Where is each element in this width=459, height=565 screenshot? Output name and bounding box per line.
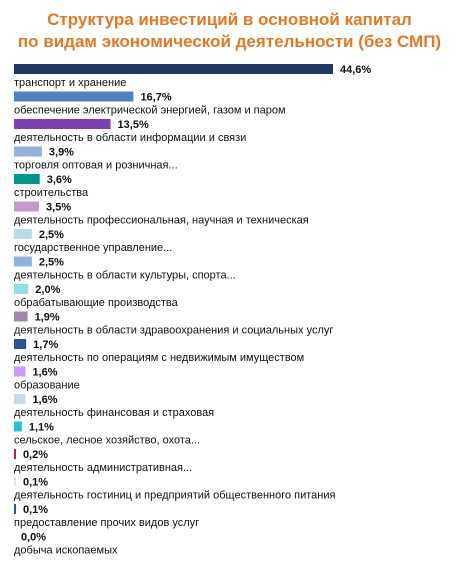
bar-5 xyxy=(14,201,40,212)
category-label-17: добыча ископаемых xyxy=(14,545,118,557)
value-label-6: 2,5% xyxy=(39,229,64,241)
value-label-12: 1,6% xyxy=(32,394,57,406)
chart-title-line-2: по видам экономической деятельности (без… xyxy=(17,32,442,51)
category-label-8: обрабатывающие производства xyxy=(14,297,179,309)
bar-15 xyxy=(14,476,16,487)
value-label-1: 16,7% xyxy=(140,92,171,104)
value-label-9: 1,9% xyxy=(35,312,60,324)
bar-10 xyxy=(14,339,27,349)
value-label-5: 3,5% xyxy=(46,202,71,214)
value-label-2: 13,5% xyxy=(118,119,149,131)
category-label-12: деятельность финансовая и страховая xyxy=(14,407,214,419)
category-label-6: государственное управление... xyxy=(14,242,172,254)
value-label-14: 0,2% xyxy=(23,449,48,461)
bar-14 xyxy=(14,449,16,459)
category-label-10: деятельность по операциям с недвижимым и… xyxy=(14,352,304,364)
value-label-10: 1,7% xyxy=(33,339,58,351)
category-label-3: торговля оптовая и розничная... xyxy=(14,160,178,172)
category-label-7: деятельность в области культуры, спорта.… xyxy=(14,270,236,282)
bar-0 xyxy=(14,64,333,74)
category-label-14: деятельность административная... xyxy=(14,462,192,474)
bar-3 xyxy=(14,146,42,157)
bar-9 xyxy=(14,311,28,322)
value-label-13: 1,1% xyxy=(29,422,54,434)
category-label-13: сельское, лесное хозяйство, охота... xyxy=(14,435,200,447)
category-label-1: обеспечение электрической энергией, газо… xyxy=(14,105,286,117)
category-label-0: транспорт и хранение xyxy=(14,77,126,89)
value-label-7: 2,5% xyxy=(39,257,64,269)
chart-title-line-1: Структура инвестиций в основной капитал xyxy=(47,10,412,29)
bar-8 xyxy=(14,284,29,294)
bar-6 xyxy=(14,229,32,239)
category-label-15: деятельность гостиниц и предприятий обще… xyxy=(14,490,336,502)
value-label-15: 0,1% xyxy=(23,477,48,489)
bar-12 xyxy=(14,394,26,404)
value-label-8: 2,0% xyxy=(35,284,60,296)
bar-13 xyxy=(14,421,22,432)
category-label-9: деятельность в области здравоохранения и… xyxy=(14,325,333,337)
category-label-2: деятельность в области информации и связ… xyxy=(14,132,246,144)
bar-1 xyxy=(14,91,134,102)
category-label-5: деятельность профессиональная, научная и… xyxy=(14,215,309,227)
bar-2 xyxy=(14,119,111,129)
value-label-16: 0,1% xyxy=(23,504,48,516)
bar-11 xyxy=(14,366,26,377)
bar-4 xyxy=(14,174,40,184)
bar-7 xyxy=(14,256,32,267)
value-label-4: 3,6% xyxy=(47,174,72,186)
category-label-4: строительства xyxy=(14,187,89,199)
value-label-3: 3,9% xyxy=(49,147,74,159)
value-label-0: 44,6% xyxy=(340,64,371,76)
value-label-17: 0,0% xyxy=(21,532,46,544)
category-label-11: образование xyxy=(14,380,80,392)
category-label-16: предоставление прочих видов услуг xyxy=(14,517,199,529)
value-label-11: 1,6% xyxy=(32,367,57,379)
bar-16 xyxy=(14,504,16,514)
